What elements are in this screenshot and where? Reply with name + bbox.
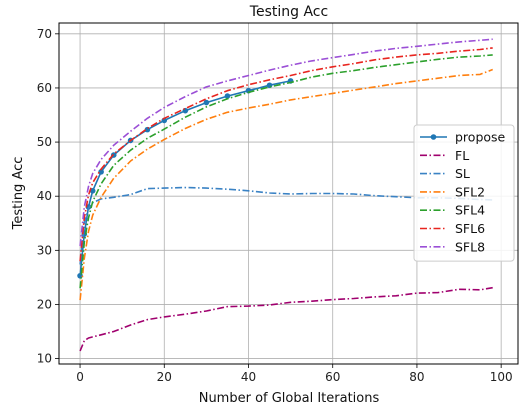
legend: propose FL SL SFL2 SFL4 SFL6 SFL8 <box>413 124 515 262</box>
y-tick-label-3: 40 <box>37 189 52 203</box>
legend-label-sfl2: SFL2 <box>455 184 485 199</box>
chart-title: Testing Acc <box>249 4 328 20</box>
series-line-sfl8 <box>79 38 493 247</box>
legend-label-sl: SL <box>455 166 470 181</box>
x-tick-label-0: 0 <box>76 370 84 384</box>
y-tick-label-1: 20 <box>37 297 52 311</box>
y-tick-label-5: 60 <box>37 81 52 95</box>
legend-marker-propose <box>430 134 437 140</box>
point-propose-11 <box>224 93 231 99</box>
point-propose-3 <box>89 187 96 194</box>
y-axis-label: Testing Acc <box>11 157 26 231</box>
x-tick-label-4: 80 <box>409 370 424 384</box>
x-tick-label-1: 20 <box>157 370 172 384</box>
y-tick-label-6: 70 <box>37 27 52 41</box>
legend-label-sfl6: SFL6 <box>455 221 485 236</box>
point-propose-4 <box>98 169 104 175</box>
point-propose-10 <box>203 99 210 106</box>
x-tick-label-5: 100 <box>490 370 513 384</box>
y-tick-label-4: 50 <box>37 135 52 149</box>
x-axis-label: Number of Global Iterations <box>199 391 380 406</box>
legend-label-sfl4: SFL4 <box>455 203 485 218</box>
series-line-sfl4 <box>79 54 493 289</box>
legend-box <box>413 124 515 262</box>
legend-label-sfl8: SFL8 <box>455 239 485 254</box>
axis-ticks: 0 20 40 60 80 100 10 20 30 40 50 60 70 <box>37 27 513 384</box>
series-line-sfl6 <box>79 47 493 262</box>
x-tick-label-3: 60 <box>325 370 340 384</box>
x-tick-label-2: 40 <box>241 370 256 384</box>
point-propose-13 <box>266 82 273 89</box>
legend-label-propose: propose <box>455 130 506 145</box>
series-lines <box>77 38 493 352</box>
y-tick-label-2: 30 <box>37 243 52 257</box>
series-line-fl <box>79 286 493 352</box>
y-tick-label-0: 10 <box>37 352 52 366</box>
plot-border <box>58 22 519 365</box>
legend-label-fl: FL <box>455 148 469 163</box>
